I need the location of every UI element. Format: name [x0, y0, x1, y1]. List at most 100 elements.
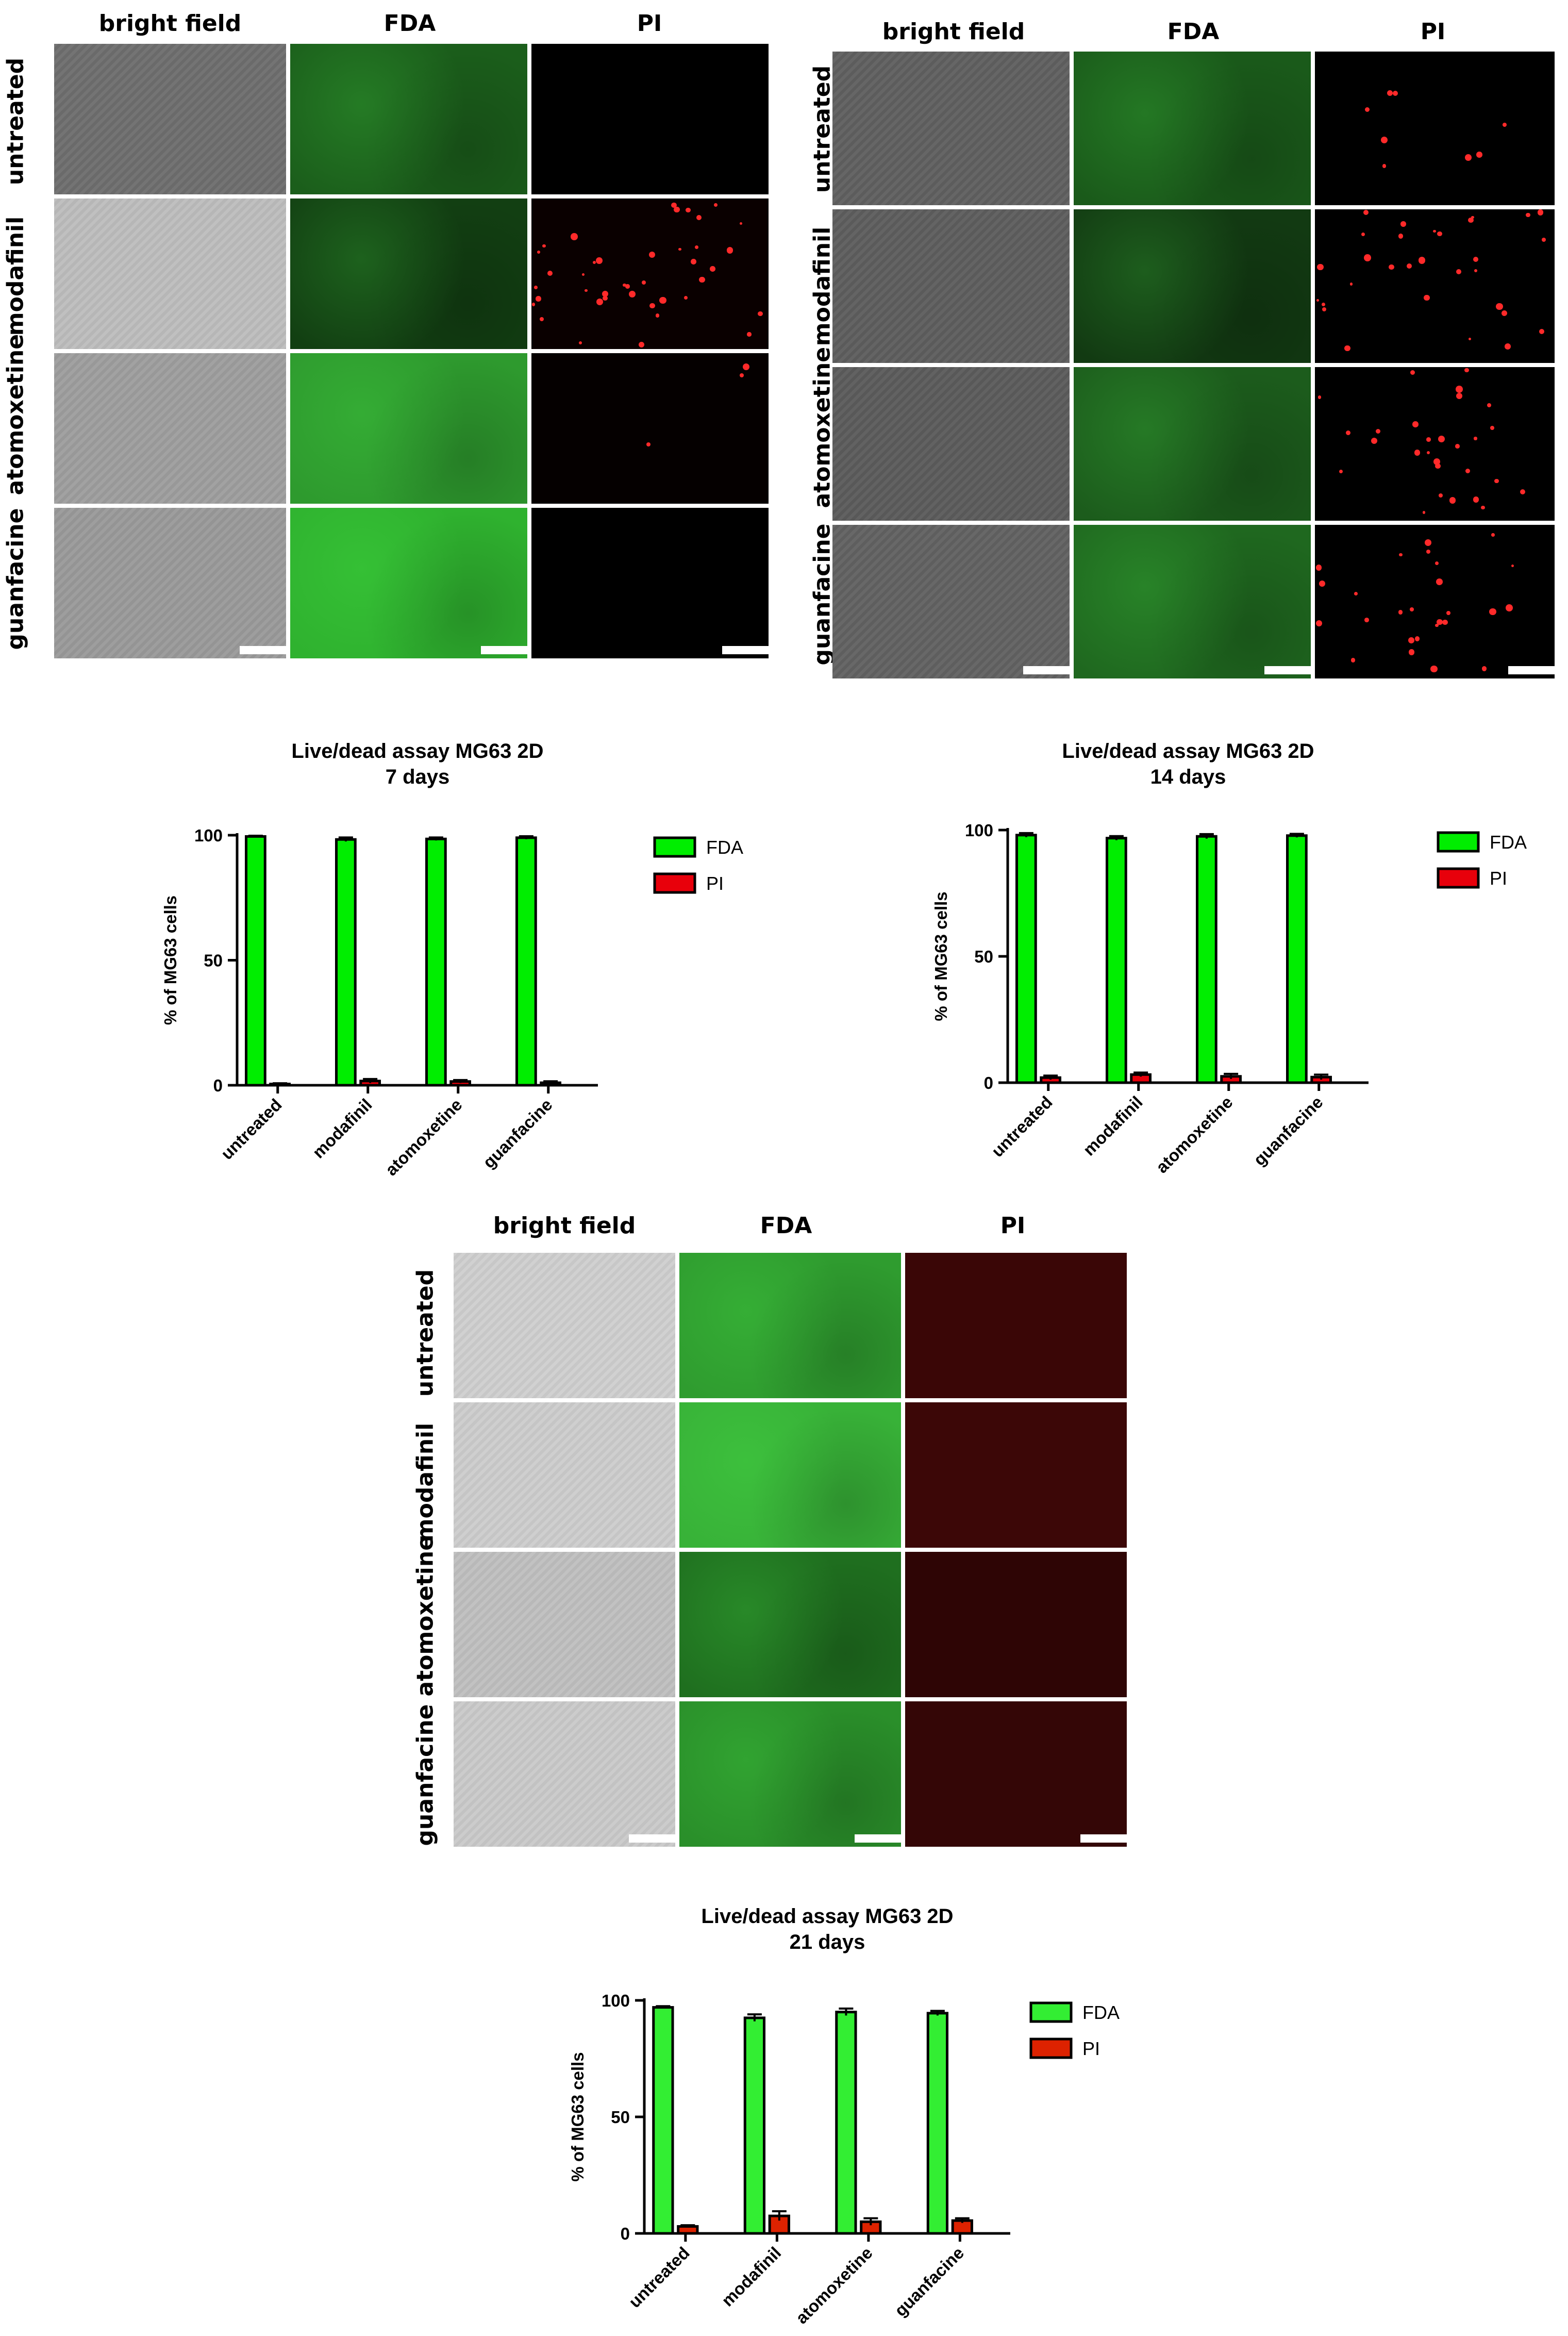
row-header-atomoxetine: atomoxetine: [809, 346, 836, 508]
dead-cell-dot: [1474, 269, 1477, 272]
dead-cell-dot: [1400, 221, 1406, 227]
dead-cell-dot: [685, 207, 691, 213]
x-tick-label: atomoxetine: [381, 1095, 466, 1180]
micrograph-fda-untreated: [1074, 52, 1311, 205]
dead-cell-dot: [1364, 254, 1372, 261]
dead-cell-dot: [547, 270, 553, 276]
legend-label-pi: PI: [706, 873, 724, 894]
dead-cell-dot: [602, 290, 608, 297]
micrograph-fda-untreated: [290, 44, 527, 194]
dead-cell-dot: [1491, 533, 1495, 537]
x-tick-label: guanfacine: [1249, 1092, 1326, 1169]
dead-cell-dot: [659, 296, 666, 304]
dead-cell-dot: [1489, 608, 1496, 616]
dead-cell-dot: [1541, 238, 1546, 242]
dead-cell-dot: [1437, 619, 1443, 625]
column-header-pi: PI: [1420, 19, 1446, 45]
micrograph-pi-modafinil: [905, 1402, 1127, 1548]
micrograph-pi-untreated: [1315, 52, 1555, 205]
y-tick-label: 0: [984, 1073, 993, 1092]
row-header-atomoxetine: atomoxetine: [412, 1535, 439, 1697]
dead-cell-dot: [714, 203, 718, 207]
dead-cell-dot: [1433, 458, 1441, 465]
y-tick-label: 100: [965, 821, 993, 840]
legend-label-fda: FDA: [1490, 832, 1527, 853]
dead-cell-dot: [1410, 607, 1414, 611]
dead-cell-dot: [646, 442, 651, 447]
dead-cell-dot: [743, 363, 750, 370]
dead-cell-dot: [1427, 451, 1430, 455]
dead-cell-dot: [1350, 658, 1356, 662]
dead-cell-dot: [623, 283, 626, 287]
dead-cell-dot: [1435, 463, 1441, 469]
x-tick-label: modafinil: [309, 1095, 376, 1162]
y-tick-label: 50: [611, 2108, 630, 2127]
scale-bar: [1080, 1834, 1127, 1843]
dead-cell-dot: [1436, 578, 1443, 585]
dead-cell-dot: [1539, 329, 1544, 334]
dead-cell-dot: [1471, 216, 1474, 219]
chart-subtitle: 7 days: [386, 766, 450, 788]
dead-cell-dot: [1380, 136, 1388, 143]
scale-bar: [722, 646, 769, 654]
dead-cell-dot: [1316, 299, 1320, 302]
micrograph-bright-field-guanfacine: [454, 1701, 675, 1847]
dead-cell-dot: [1339, 469, 1343, 473]
dead-cell-dot: [542, 244, 546, 248]
dead-cell-dot: [1389, 264, 1394, 270]
micrograph-panel-7-days: bright field FDA PI untreated modafinil …: [0, 0, 773, 670]
bar-fda-guanfacine: [926, 2012, 949, 2235]
dead-cell-dot: [638, 341, 644, 347]
dead-cell-dot: [1473, 256, 1478, 262]
scale-bar: [481, 646, 527, 654]
micrograph-pi-guanfacine: [905, 1701, 1127, 1847]
bar-fda-guanfacine: [515, 836, 537, 1087]
dead-cell-dot: [1511, 564, 1514, 567]
x-tick-label: modafinil: [718, 2243, 785, 2310]
micrograph-fda-guanfacine: [290, 508, 527, 658]
dead-cell-dot: [1520, 489, 1526, 495]
micrograph-fda-untreated: [679, 1253, 901, 1398]
dead-cell-dot: [592, 260, 596, 264]
dead-cell-dot: [1399, 553, 1403, 557]
dead-cell-dot: [656, 313, 660, 318]
micrograph-pi-atomoxetine: [905, 1552, 1127, 1697]
micrograph-pi-untreated: [531, 44, 769, 194]
dead-cell-dot: [1316, 565, 1322, 571]
dead-cell-dot: [649, 252, 656, 258]
y-tick-label: 100: [194, 826, 223, 845]
micrograph-bright-field-modafinil: [454, 1402, 675, 1548]
column-header-fda: FDA: [383, 10, 436, 37]
micrograph-fda-atomoxetine: [679, 1552, 901, 1697]
dead-cell-dot: [1433, 229, 1436, 233]
micrograph-pi-untreated: [905, 1253, 1127, 1398]
x-tick-label: untreated: [625, 2243, 693, 2311]
legend-swatch-pi: [653, 872, 696, 894]
dead-cell-dot: [531, 303, 535, 306]
dead-cell-dot: [1501, 310, 1507, 317]
micrograph-fda-atomoxetine: [1074, 367, 1311, 521]
row-header-modafinil: modafinil: [809, 226, 836, 346]
dead-cell-dot: [1349, 283, 1353, 286]
bar-fda-atomoxetine: [425, 837, 447, 1087]
dead-cell-dot: [671, 202, 677, 208]
dead-cell-dot: [585, 289, 588, 292]
dead-cell-dot: [1487, 403, 1492, 408]
dead-cell-dot: [1435, 623, 1439, 627]
bar-fda-modafinil: [1106, 837, 1127, 1084]
dead-cell-dot: [1438, 493, 1443, 498]
dead-cell-dot: [1322, 307, 1327, 311]
dead-cell-dot: [1376, 428, 1381, 434]
dead-cell-dot: [758, 311, 763, 317]
bar-fda-untreated: [652, 2006, 674, 2235]
chart-title: Live/dead assay MG63 2D: [701, 1905, 953, 1928]
dead-cell-dot: [641, 280, 646, 285]
micrograph-bright-field-atomoxetine: [832, 367, 1070, 521]
bar-fda-modafinil: [335, 838, 357, 1087]
dead-cell-dot: [1382, 164, 1387, 168]
dead-cell-dot: [740, 222, 743, 225]
dead-cell-dot: [1321, 302, 1325, 306]
scale-bar: [240, 646, 286, 654]
dead-cell-dot: [1464, 154, 1472, 161]
row-header-untreated: untreated: [412, 1269, 439, 1397]
